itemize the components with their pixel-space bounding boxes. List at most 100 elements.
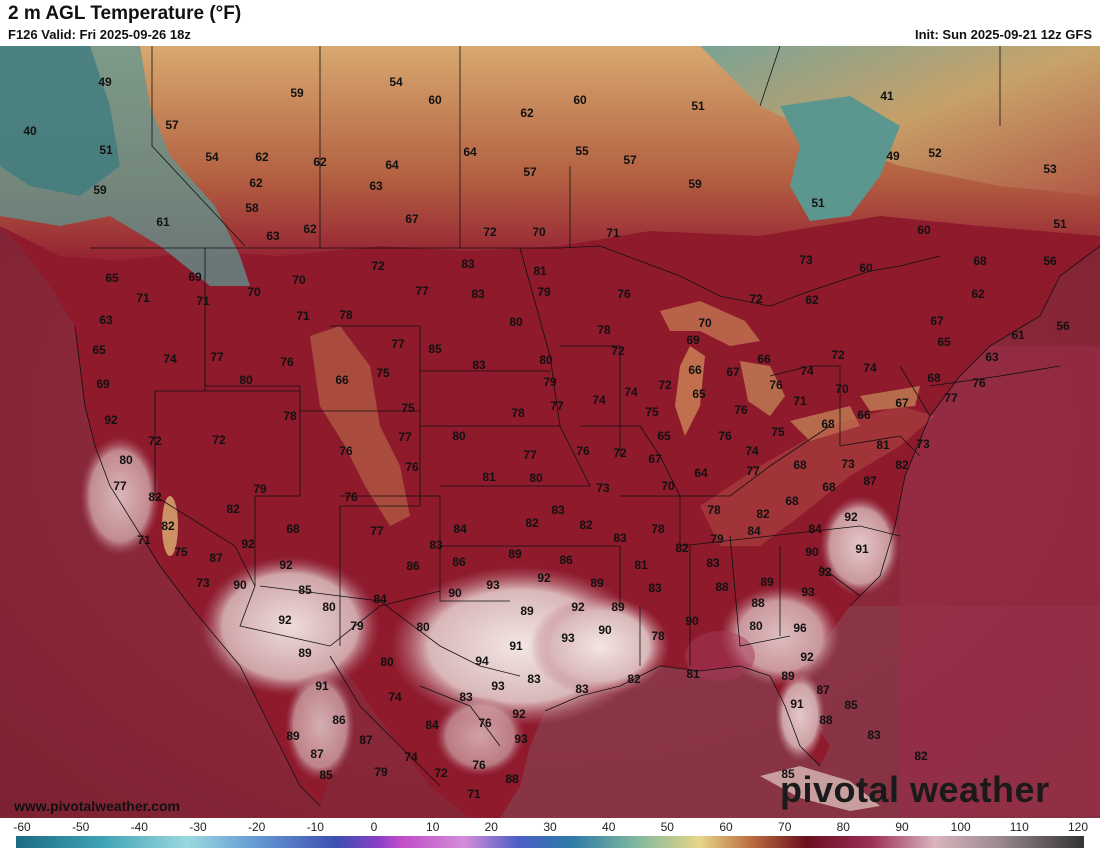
temperature-value: 76 xyxy=(576,444,590,458)
temperature-value: 93 xyxy=(801,585,815,599)
temperature-value: 92 xyxy=(800,650,814,664)
temperature-value: 79 xyxy=(253,482,267,496)
temperature-value: 63 xyxy=(266,229,280,243)
temperature-value: 60 xyxy=(573,93,587,107)
temperature-value: 75 xyxy=(376,366,390,380)
temperature-value: 77 xyxy=(210,350,224,364)
temperature-value: 62 xyxy=(805,293,819,307)
temperature-value: 89 xyxy=(520,604,534,618)
temperature-value: 85 xyxy=(781,767,795,781)
legend-tick-label: 60 xyxy=(719,820,733,834)
temperature-value: 76 xyxy=(339,444,353,458)
legend-tick-label: -20 xyxy=(248,820,266,834)
temperature-map: 49 57 40 51 54 62 62 64 59 62 63 58 61 63 62 67 59 54 60 62… xyxy=(0,46,1100,818)
temperature-value: 77 xyxy=(113,479,127,493)
temperature-value: 77 xyxy=(944,391,958,405)
temperature-value: 89 xyxy=(286,729,300,743)
temperature-value: 90 xyxy=(685,614,699,628)
temperature-value: 67 xyxy=(726,365,740,379)
temperature-value: 72 xyxy=(483,225,497,239)
temperature-value: 76 xyxy=(405,460,419,474)
temperature-value: 41 xyxy=(880,89,894,103)
temperature-value: 89 xyxy=(611,600,625,614)
temperature-value: 62 xyxy=(249,176,263,190)
temperature-value: 90 xyxy=(233,578,247,592)
temperature-value: 88 xyxy=(505,772,519,786)
legend-tick-label: -40 xyxy=(131,820,149,834)
temperature-value: 82 xyxy=(756,507,770,521)
header: 2 m AGL Temperature (°F) F126 Valid: Fri… xyxy=(0,0,1100,46)
temperature-value: 80 xyxy=(452,429,466,443)
legend-tick-label: 40 xyxy=(602,820,616,834)
temperature-value: 68 xyxy=(793,458,807,472)
temperature-value: 76 xyxy=(478,716,492,730)
legend-tick-label: -30 xyxy=(189,820,207,834)
temperature-value: 92 xyxy=(104,413,118,427)
temperature-value: 66 xyxy=(757,352,771,366)
website-url[interactable]: www.pivotalweather.com xyxy=(14,798,180,814)
temperature-value: 62 xyxy=(313,155,327,169)
temperature-value: 53 xyxy=(1043,162,1057,176)
temperature-value: 63 xyxy=(99,313,113,327)
temperature-value: 82 xyxy=(627,672,641,686)
temperature-value: 81 xyxy=(876,438,890,452)
temperature-value: 82 xyxy=(579,518,593,532)
temperature-value: 83 xyxy=(461,257,475,271)
temperature-value: 83 xyxy=(471,287,485,301)
legend-tick-label: 0 xyxy=(371,820,378,834)
temperature-labels: 49 57 40 51 54 62 62 64 59 62 63 58 61 63 62 67 59 54 60 62… xyxy=(23,75,1070,801)
temperature-value: 86 xyxy=(406,559,420,573)
temperature-value: 84 xyxy=(747,524,761,538)
temperature-value: 72 xyxy=(148,434,162,448)
temperature-value: 77 xyxy=(746,464,760,478)
temperature-value: 75 xyxy=(174,545,188,559)
temperature-value: 71 xyxy=(606,226,620,240)
temperature-value: 72 xyxy=(611,344,625,358)
temperature-value: 64 xyxy=(385,158,399,172)
temperature-value: 81 xyxy=(482,470,496,484)
temperature-value: 83 xyxy=(613,531,627,545)
temperature-value: 83 xyxy=(459,690,473,704)
temperature-value: 77 xyxy=(550,399,564,413)
temperature-value: 79 xyxy=(537,285,551,299)
temperature-value: 91 xyxy=(790,697,804,711)
temperature-value: 79 xyxy=(543,375,557,389)
temperature-value: 75 xyxy=(401,401,415,415)
temperature-value: 96 xyxy=(793,621,807,635)
temperature-value: 73 xyxy=(916,437,930,451)
temperature-value: 71 xyxy=(467,787,481,801)
temperature-value: 40 xyxy=(23,124,37,138)
temperature-value: 91 xyxy=(855,542,869,556)
temperature-value: 92 xyxy=(278,613,292,627)
temperature-value: 80 xyxy=(239,373,253,387)
temperature-value: 81 xyxy=(686,667,700,681)
temperature-value: 73 xyxy=(196,576,210,590)
temperature-value: 74 xyxy=(863,361,877,375)
temperature-value: 73 xyxy=(596,481,610,495)
temperature-value: 69 xyxy=(96,377,110,391)
temperature-value: 68 xyxy=(927,371,941,385)
temperature-value: 92 xyxy=(571,600,585,614)
temperature-value: 51 xyxy=(1053,217,1067,231)
temperature-value: 92 xyxy=(279,558,293,572)
legend-tick-label: 50 xyxy=(661,820,675,834)
legend-tick-label: 110 xyxy=(1010,820,1029,834)
temperature-value: 85 xyxy=(428,342,442,356)
temperature-value: 79 xyxy=(350,619,364,633)
temperature-value: 49 xyxy=(98,75,112,89)
legend-tick-label: 120 xyxy=(1068,820,1088,834)
temperature-value: 87 xyxy=(209,551,223,565)
temperature-value: 88 xyxy=(715,580,729,594)
temperature-value: 57 xyxy=(523,165,537,179)
legend-tick-label: 80 xyxy=(837,820,851,834)
temperature-value: 62 xyxy=(520,106,534,120)
temperature-value: 83 xyxy=(648,581,662,595)
temperature-value: 82 xyxy=(226,502,240,516)
temperature-value: 69 xyxy=(686,333,700,347)
temperature-value: 72 xyxy=(212,433,226,447)
temperature-value: 89 xyxy=(508,547,522,561)
temperature-value: 89 xyxy=(298,646,312,660)
temperature-value: 67 xyxy=(930,314,944,328)
temperature-value: 84 xyxy=(808,522,822,536)
temperature-value: 75 xyxy=(645,405,659,419)
